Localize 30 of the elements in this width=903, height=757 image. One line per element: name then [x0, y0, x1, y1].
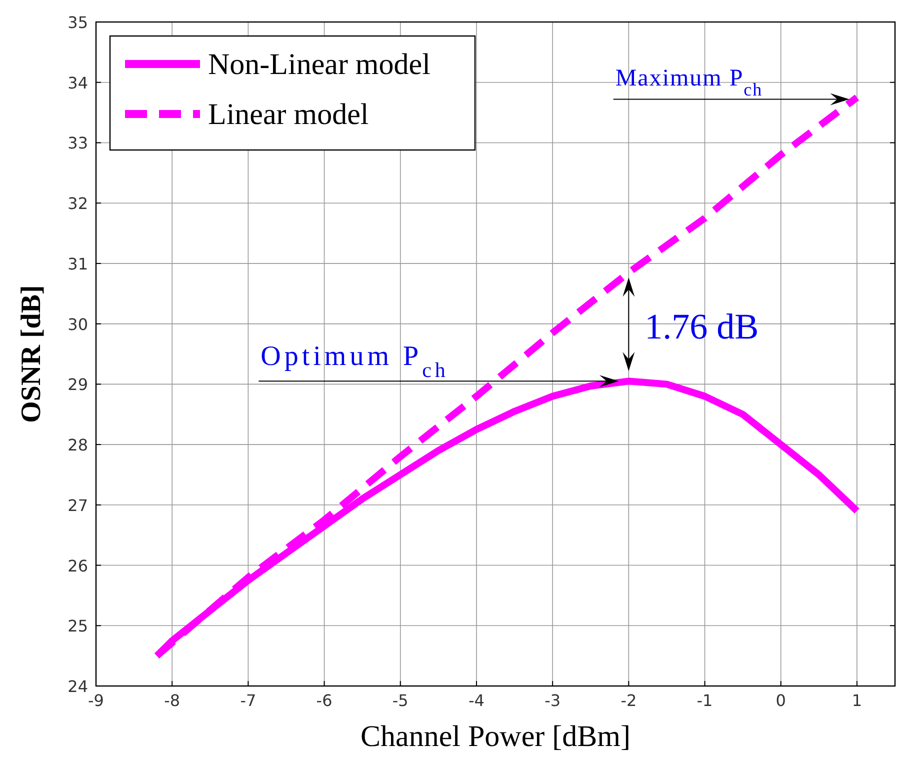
x-tick-label: -3: [544, 691, 561, 710]
y-tick-label: 30: [68, 314, 88, 334]
x-tick-label: -4: [468, 691, 484, 710]
annotation: 1.76 dB: [644, 306, 759, 346]
y-tick-label: 25: [68, 616, 88, 636]
annotation: Maximum P$_{ch}$: [615, 65, 763, 100]
y-tick-label: 29: [68, 375, 88, 394]
y-tick-label: 26: [68, 556, 88, 576]
y-tick-label: 34: [68, 73, 88, 92]
y-tick-label: 24: [68, 677, 88, 696]
y-tick-label: 28: [68, 436, 88, 455]
x-tick-label: -8: [164, 691, 180, 710]
y-tick-label: 33: [68, 134, 88, 153]
x-tick-label: -2: [620, 691, 637, 710]
x-tick-label: -7: [240, 691, 256, 710]
annotation: Optimum P$_{ch}$: [260, 341, 449, 382]
x-tick-label: -6: [316, 691, 332, 710]
y-axis-title: OSNR [dB]: [16, 285, 47, 423]
legend-label: Non-Linear model: [208, 48, 430, 81]
x-tick-label: 0: [776, 691, 786, 710]
x-tick-label: 1: [852, 691, 862, 710]
y-tick-label: 31: [68, 254, 88, 274]
legend-label: Linear model: [208, 98, 369, 131]
x-tick-label: -1: [696, 691, 713, 710]
y-tick-label: 32: [68, 194, 88, 214]
y-tick-label: 27: [68, 496, 88, 515]
y-tick-label: 35: [68, 13, 88, 32]
x-axis-title: Channel Power [dBm]: [360, 720, 630, 753]
x-tick-label: -9: [88, 691, 104, 710]
x-tick-label: -5: [392, 691, 408, 710]
